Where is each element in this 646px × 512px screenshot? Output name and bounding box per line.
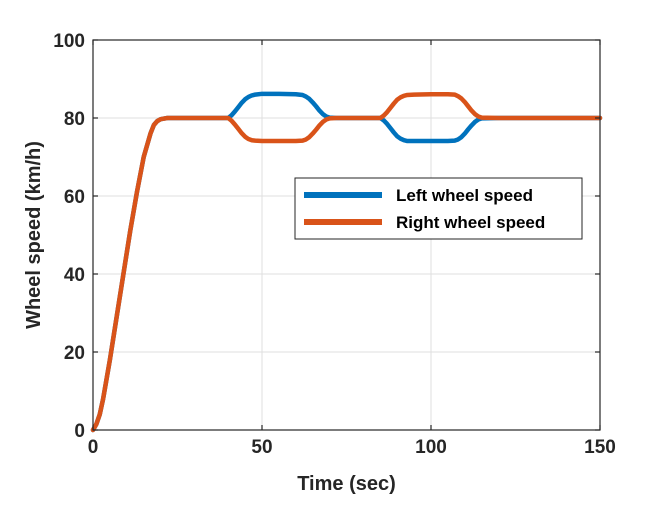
y-tick-label: 0	[74, 421, 85, 442]
y-tick-label: 40	[64, 265, 85, 286]
x-tick-label: 150	[584, 437, 616, 458]
y-tick-label: 60	[64, 187, 85, 208]
y-tick-label: 20	[64, 343, 85, 364]
x-tick-label: 100	[415, 437, 447, 458]
series-layer	[90, 91, 603, 433]
legend-box	[294, 177, 583, 240]
legend-label-left-wheel-speed: Left wheel speed	[396, 186, 533, 205]
tick-labels: 0 50 100 150 0 20 40 60 80 100	[53, 31, 616, 458]
x-axis-label: Time (sec)	[297, 473, 396, 495]
axes-box	[92, 39, 601, 431]
x-tick-label: 50	[251, 437, 272, 458]
legend-label-right-wheel-speed: Right wheel speed	[396, 213, 545, 232]
legend: Left wheel speed Right wheel speed	[294, 177, 583, 240]
y-axis-label: Wheel speed (km/h)	[23, 141, 45, 329]
y-tick-label: 80	[64, 109, 85, 130]
x-tick-label: 0	[88, 437, 99, 458]
axis-ticks	[92, 39, 601, 431]
series-line-right-wheel-speed	[90, 91, 603, 433]
y-tick-label: 100	[53, 31, 85, 52]
